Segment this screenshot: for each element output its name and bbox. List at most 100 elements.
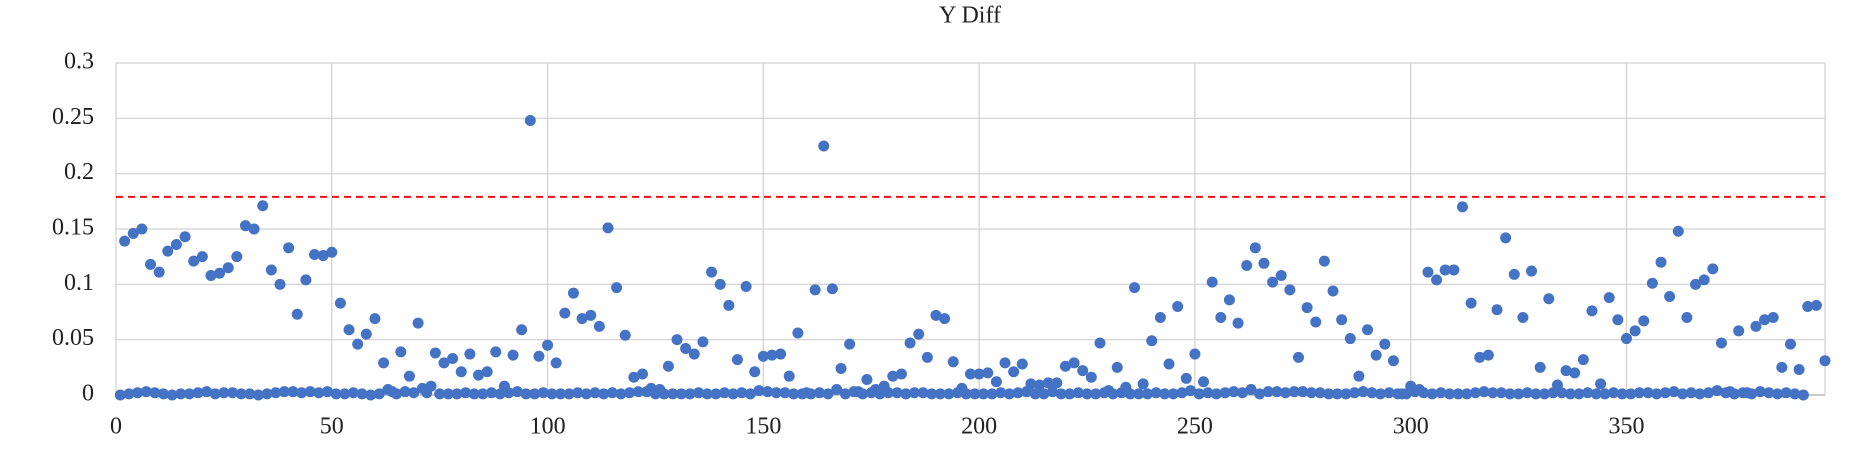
- point: [218, 387, 230, 399]
- point: [1206, 276, 1218, 288]
- point: [1124, 388, 1136, 400]
- point: [1586, 305, 1598, 317]
- point: [1508, 268, 1520, 280]
- point: [1383, 387, 1395, 399]
- point: [1651, 388, 1663, 400]
- point: [1789, 388, 1801, 400]
- point: [1340, 388, 1352, 400]
- point: [1668, 386, 1680, 398]
- point: [1141, 388, 1153, 400]
- point: [796, 388, 808, 400]
- point: [572, 387, 584, 399]
- point: [382, 383, 394, 395]
- point: [1016, 358, 1028, 370]
- x-tick-label: 300: [1393, 414, 1429, 440]
- point: [529, 388, 541, 400]
- point: [1236, 387, 1248, 399]
- point: [309, 248, 321, 260]
- point: [675, 388, 687, 400]
- point: [1810, 299, 1822, 311]
- point: [969, 388, 981, 400]
- point: [1202, 387, 1214, 399]
- point: [555, 388, 567, 400]
- point: [831, 383, 843, 395]
- point: [1746, 388, 1758, 400]
- point: [1707, 263, 1719, 275]
- point: [1228, 386, 1240, 398]
- point: [378, 357, 390, 369]
- point: [999, 357, 1011, 369]
- point: [753, 385, 765, 397]
- point: [1530, 388, 1542, 400]
- point: [688, 348, 700, 360]
- point: [710, 388, 722, 400]
- point: [334, 297, 346, 309]
- point: [1379, 338, 1391, 350]
- point: [183, 388, 195, 400]
- point: [352, 338, 364, 350]
- point: [1331, 388, 1343, 400]
- point: [1564, 388, 1576, 400]
- point: [1064, 388, 1076, 400]
- point: [1754, 386, 1766, 398]
- point: [986, 388, 998, 400]
- point: [990, 376, 1002, 388]
- point: [304, 386, 316, 398]
- point: [624, 387, 636, 399]
- point: [883, 387, 895, 399]
- point: [321, 386, 333, 398]
- point: [1608, 387, 1620, 399]
- point: [153, 266, 165, 278]
- point: [947, 356, 959, 368]
- point: [632, 386, 644, 398]
- point: [740, 281, 752, 293]
- point: [757, 350, 769, 362]
- point: [1711, 385, 1723, 397]
- point: [1323, 388, 1335, 400]
- point: [887, 370, 899, 382]
- point: [1392, 388, 1404, 400]
- point: [1556, 387, 1568, 399]
- point: [1767, 312, 1779, 324]
- point: [546, 388, 558, 400]
- point: [1538, 388, 1550, 400]
- point: [1094, 337, 1106, 349]
- point: [982, 367, 994, 379]
- point: [494, 388, 506, 400]
- point: [300, 274, 312, 286]
- point: [952, 387, 964, 399]
- point: [1077, 365, 1089, 377]
- point: [1072, 387, 1084, 399]
- point: [1677, 388, 1689, 400]
- point: [1698, 274, 1710, 286]
- point: [1297, 386, 1309, 398]
- point: [481, 366, 493, 378]
- x-tick-label: 0: [110, 414, 122, 440]
- point: [1241, 260, 1253, 272]
- point: [511, 386, 523, 398]
- point: [317, 250, 329, 262]
- point: [274, 278, 286, 290]
- point: [1646, 277, 1658, 289]
- point: [1582, 387, 1594, 399]
- y-tick-label: 0.25: [52, 104, 94, 130]
- point: [1750, 320, 1762, 332]
- point: [1681, 312, 1693, 324]
- point: [1185, 385, 1197, 397]
- point: [434, 388, 446, 400]
- point: [447, 352, 459, 364]
- point: [671, 334, 683, 346]
- point: [826, 283, 838, 295]
- point: [464, 348, 476, 360]
- point: [1258, 257, 1270, 269]
- point: [1133, 388, 1145, 400]
- point: [1461, 388, 1473, 400]
- point: [1198, 376, 1210, 388]
- point: [1215, 312, 1227, 324]
- point: [270, 387, 282, 399]
- point: [1210, 388, 1222, 400]
- point: [1150, 387, 1162, 399]
- point: [1478, 386, 1490, 398]
- point: [606, 387, 618, 399]
